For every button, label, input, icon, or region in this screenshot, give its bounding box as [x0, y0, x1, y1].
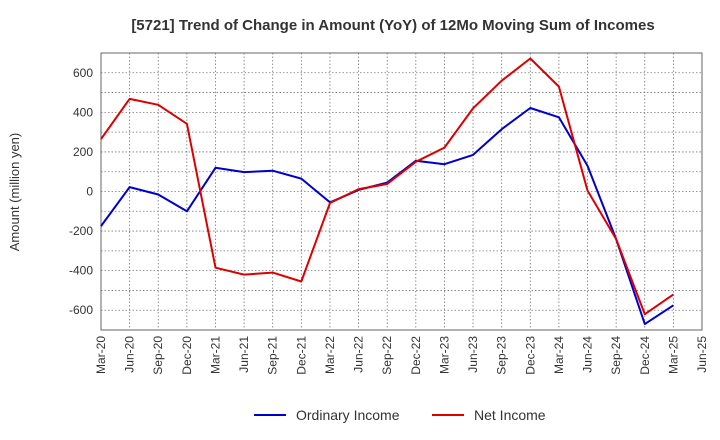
plot-area: -600 -400 -200 0 200 400 600 Mar-20 Jun-20 Sep-20… [69, 52, 709, 375]
x-tick-label: Jun-24 [581, 336, 595, 373]
x-tick-label: Sep-22 [380, 336, 394, 375]
y-axis-label: Amount (million yen) [7, 133, 22, 252]
legend: Ordinary Income Net Income [254, 407, 546, 423]
series-line-net-income [100, 57, 674, 316]
x-tick-label: Dec-20 [180, 336, 194, 375]
y-tick-label: 600 [73, 66, 93, 80]
x-tick-label: Dec-23 [523, 336, 537, 375]
x-tick-label: Dec-24 [638, 336, 652, 375]
plot-frame [100, 52, 703, 331]
x-tick-label: Dec-21 [294, 336, 308, 375]
legend-label: Net Income [474, 407, 546, 423]
y-tick-label: -600 [69, 303, 93, 317]
x-tick-label: Jun-21 [237, 336, 251, 373]
y-tick-label: 400 [73, 105, 93, 119]
plot-background [101, 53, 702, 330]
y-tick-label: -400 [69, 264, 93, 278]
x-tick-label: Mar-24 [552, 336, 566, 374]
series-line-ordinary-income [100, 107, 674, 326]
x-tick-label: Mar-23 [437, 336, 451, 374]
y-tick-label: 0 [86, 185, 93, 199]
x-tick-label: Jun-25 [695, 336, 709, 373]
y-tick-label: -200 [69, 224, 93, 238]
x-tick-label: Sep-20 [151, 336, 165, 375]
x-tick-label: Jun-20 [123, 336, 137, 373]
y-tick-label: 200 [73, 145, 93, 159]
x-tick-label: Sep-21 [266, 336, 280, 375]
legend-label: Ordinary Income [296, 407, 400, 423]
x-tick-label: Sep-23 [495, 336, 509, 375]
x-tick-label: Mar-22 [323, 336, 337, 374]
x-tick-label: Sep-24 [609, 336, 623, 375]
x-tick-label: Mar-21 [208, 336, 222, 374]
x-tick-label: Jun-23 [466, 336, 480, 373]
chart-title: [5721] Trend of Change in Amount (YoY) o… [131, 17, 654, 34]
x-tick-label: Jun-22 [352, 336, 366, 373]
x-tick-label: Mar-25 [666, 336, 680, 374]
x-tick-label: Mar-20 [94, 336, 108, 374]
x-tick-label: Dec-22 [409, 336, 423, 375]
